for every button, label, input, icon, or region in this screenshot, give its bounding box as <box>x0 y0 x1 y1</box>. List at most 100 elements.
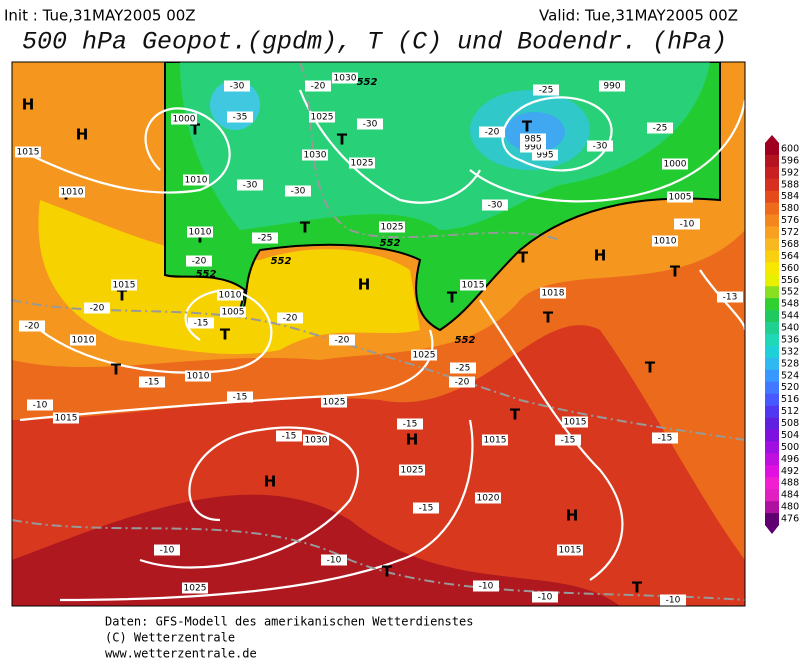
label-bg <box>562 416 588 428</box>
footer-line: www.wetterzentrale.de <box>105 647 257 658</box>
label-bg <box>349 157 375 169</box>
colorbar-label: 536 <box>781 334 799 345</box>
isobar-label: 1018 <box>542 289 565 299</box>
colorbar-label: 568 <box>781 239 799 250</box>
label-bg <box>660 594 686 606</box>
colorbar-label: 572 <box>781 227 799 238</box>
colorbar-cell <box>765 250 779 263</box>
pressure-center: H <box>566 507 579 525</box>
colorbar-cell <box>765 369 779 383</box>
label-bg <box>154 544 180 556</box>
isobar-label: 1015 <box>559 546 582 556</box>
label-bg <box>19 320 45 332</box>
isobar-label: 1010 <box>189 228 212 238</box>
colorbar-cell <box>765 214 779 227</box>
colorbar-cell <box>765 453 779 466</box>
isobar-label: 1025 <box>323 398 346 408</box>
colorbar-label: 560 <box>781 263 799 274</box>
label-bg <box>520 141 546 153</box>
colorbar-top-arrow <box>765 135 779 143</box>
colorbar-label: 492 <box>781 466 799 477</box>
isotherm-label: -25 <box>258 234 273 244</box>
label-bg <box>171 113 197 125</box>
isobar-label: 1010 <box>187 372 210 382</box>
label-bg <box>227 391 253 403</box>
isobar-label: 1005 <box>669 193 692 203</box>
isobar-label: 1015 <box>564 418 587 428</box>
colorbar-cell <box>765 226 779 239</box>
geopotential-label: 552 <box>357 77 378 88</box>
isotherm-label: -10 <box>33 401 48 411</box>
pressure-center: T <box>300 219 311 237</box>
label-bg <box>520 133 546 145</box>
label-bg <box>555 434 581 446</box>
colorbar-label: 508 <box>781 418 799 429</box>
colorbar-label: 520 <box>781 382 799 393</box>
geopotential-label: 552 <box>271 256 292 267</box>
colorbar-label: 564 <box>781 251 799 262</box>
colorbar-cell <box>765 501 779 514</box>
colorbar-cell <box>765 322 779 335</box>
isotherm-label: -20 <box>455 378 470 388</box>
isotherm-label: -20 <box>90 304 105 314</box>
pressure-center: T <box>190 121 201 139</box>
colorbar-cell <box>765 357 779 371</box>
isotherm-label: -15 <box>561 436 576 446</box>
isobar-label: 1010 <box>185 176 208 186</box>
colorbar-cell <box>765 405 779 418</box>
label-bg <box>532 149 558 161</box>
isobar-label: 1010 <box>654 237 677 247</box>
isobar-label: 1030 <box>304 151 327 161</box>
isotherm-label: -30 <box>230 82 245 92</box>
isotherm-label: -20 <box>283 314 298 324</box>
pressure-center: T <box>337 131 348 149</box>
colorbar-label: 552 <box>781 287 799 298</box>
label-bg <box>399 464 425 476</box>
label-bg <box>332 72 358 84</box>
pressure-center: T <box>543 309 554 327</box>
colorbar-label: 476 <box>781 514 799 525</box>
label-bg <box>217 289 243 301</box>
colorbar-cell <box>765 274 779 287</box>
pressure-center: T <box>670 263 681 281</box>
isobar-label: 1030 <box>334 74 357 84</box>
isobar-label: 1020 <box>477 494 500 504</box>
isobar-label: 1015 <box>55 414 78 424</box>
colorbar-cell <box>765 417 779 430</box>
isotherm-label: -35 <box>233 113 248 123</box>
colorbar-cell <box>765 513 779 526</box>
label-bg <box>185 370 211 382</box>
label-bg <box>59 186 85 198</box>
label-bg <box>285 185 311 197</box>
isobar-label: 1015 <box>17 148 40 158</box>
colorbar-label: 488 <box>781 478 799 489</box>
colorbar-cell <box>765 202 779 215</box>
colorbar-label: 580 <box>781 203 799 214</box>
label-bg <box>652 235 678 247</box>
label-bg <box>187 226 213 238</box>
colorbar-label: 524 <box>781 370 799 381</box>
isotherm-label: -10 <box>666 596 681 606</box>
label-bg <box>111 279 137 291</box>
isobar-label: 1010 <box>219 291 242 301</box>
colorbar-label: 592 <box>781 167 799 178</box>
label-bg <box>587 140 613 152</box>
label-bg <box>357 118 383 130</box>
label-bg <box>321 396 347 408</box>
isobar-label: 1030 <box>305 436 328 446</box>
label-bg <box>277 312 303 324</box>
label-bg <box>237 179 263 191</box>
isotherm-label: -30 <box>291 187 306 197</box>
label-bg <box>224 80 250 92</box>
isotherm-label: -30 <box>243 181 258 191</box>
isobar-label: 1015 <box>462 281 485 291</box>
geopotential-label: 552 <box>196 269 217 280</box>
isotherm-label: -30 <box>363 120 378 130</box>
colorbar-label: 532 <box>781 346 799 357</box>
pressure-center: T <box>117 287 128 305</box>
label-bg <box>532 591 558 603</box>
colorbar-label: 556 <box>781 275 799 286</box>
pressure-center: T <box>645 359 656 377</box>
label-bg <box>276 430 302 442</box>
label-bg <box>84 302 110 314</box>
